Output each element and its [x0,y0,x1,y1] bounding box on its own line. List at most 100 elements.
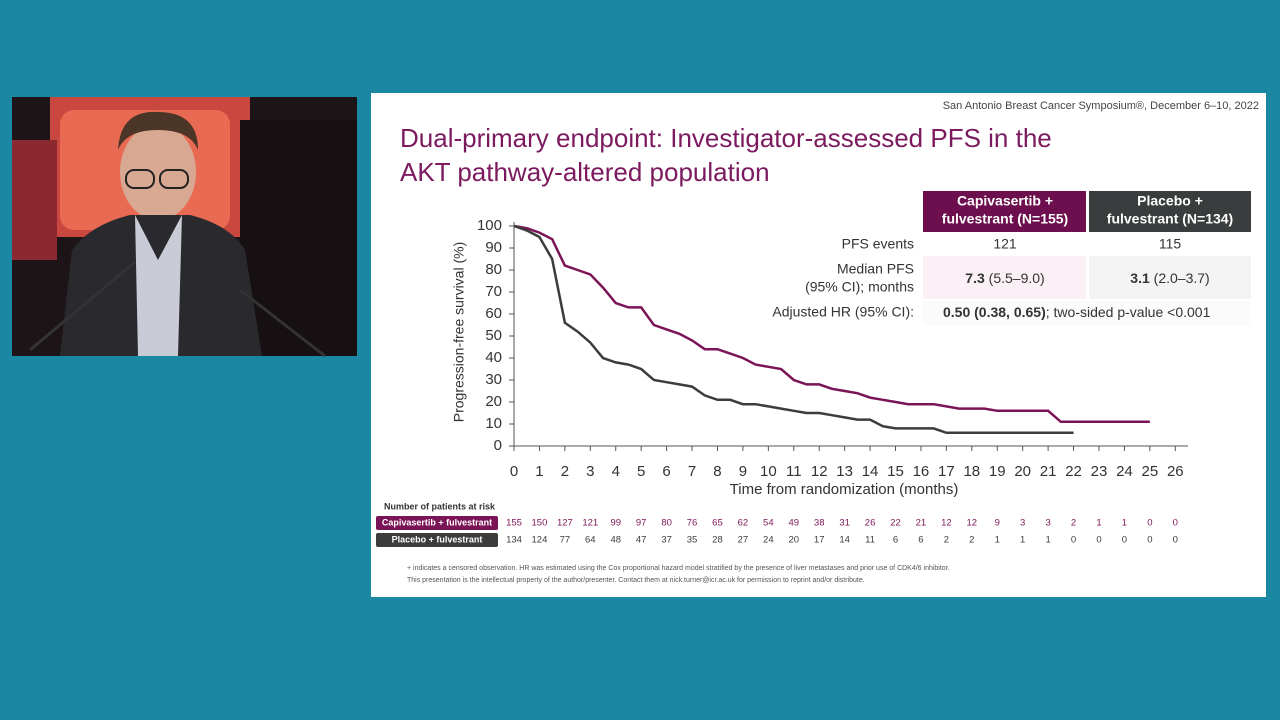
risk-count: 12 [967,518,978,529]
risk-count: 97 [636,518,647,529]
y-tick-label: 20 [485,393,502,410]
header-text: Capivasertib + [957,193,1053,209]
risk-label-box [376,533,498,547]
risk-label: Placebo + fulvestrant [392,534,483,544]
risk-count: 0 [1173,518,1178,529]
risk-count: 124 [532,535,548,546]
cell-bg [1089,256,1251,299]
y-tick-label: 100 [477,217,502,234]
row-label: (95% CI); months [805,279,914,295]
risk-count: 0 [1071,535,1076,546]
risk-count: 37 [661,535,672,546]
footnote: This presentation is the intellectual pr… [407,577,865,584]
risk-count: 76 [687,518,698,529]
risk-count: 64 [585,535,596,546]
risk-count: 134 [506,535,522,546]
risk-count: 9 [995,518,1000,529]
cell-bg [923,301,1251,326]
x-tick-label: 16 [913,463,930,480]
x-tick-label: 6 [662,463,670,480]
y-tick-label: 10 [485,415,502,432]
y-tick-label: 80 [485,261,502,278]
risk-count: 0 [1122,535,1127,546]
risk-count: 150 [532,518,548,529]
header-text: Placebo + [1137,193,1203,209]
x-tick-label: 21 [1040,463,1057,480]
y-tick-label: 90 [485,239,502,256]
risk-count: 77 [560,535,571,546]
risk-count: 0 [1147,535,1152,546]
risk-count: 31 [839,518,850,529]
risk-count: 2 [944,535,949,546]
y-tick-label: 60 [485,305,502,322]
risk-count: 1 [1045,535,1050,546]
y-tick-label: 30 [485,371,502,388]
risk-count: 3 [1020,518,1025,529]
risk-count: 0 [1096,535,1101,546]
y-tick-label: 40 [485,349,502,366]
risk-count: 99 [610,518,621,529]
cell-value: 0.50 (0.38, 0.65); two-sided p-value <0.… [943,304,1211,320]
risk-count: 49 [788,518,799,529]
risk-count: 27 [738,535,749,546]
survival-curve [513,224,1150,424]
y-tick-label: 0 [494,437,502,454]
bold-value: 7.3 [965,270,985,286]
row-label: Adjusted HR (95% CI): [772,304,914,320]
slide-title: AKT pathway-altered population [400,157,770,187]
risk-count: 2 [1071,518,1076,529]
cell-value: 7.3 (5.5–9.0) [965,270,1044,286]
bold-value: 3.1 [1130,270,1150,286]
risk-count: 6 [893,535,898,546]
x-tick-label: 4 [612,463,620,480]
risk-title: Number of patients at risk [384,501,496,511]
x-tick-label: 11 [786,463,802,480]
risk-label-box [376,516,498,530]
x-tick-label: 9 [739,463,747,480]
y-tick-label: 70 [485,283,502,300]
risk-label: Capivasertib + fulvestrant [382,517,492,527]
risk-count: 2 [969,535,974,546]
risk-count: 26 [865,518,876,529]
risk-count: 12 [941,518,952,529]
x-tick-label: 2 [561,463,569,480]
header-cell [923,191,1086,232]
risk-count: 17 [814,535,825,546]
risk-count: 65 [712,518,723,529]
cell-value: 3.1 (2.0–3.7) [1130,270,1209,286]
cell-bg [923,256,1086,299]
x-tick-label: 19 [989,463,1006,480]
risk-count: 24 [763,535,774,546]
slide [371,93,1266,597]
x-tick-label: 13 [836,463,853,480]
ci: (5.5–9.0) [989,270,1045,286]
x-tick-label: 15 [887,463,904,480]
risk-count: 38 [814,518,825,529]
cell-value: 115 [1159,236,1182,252]
x-tick-label: 8 [713,463,721,480]
x-tick-label: 10 [760,463,777,480]
row-label: Median PFS [837,261,914,277]
slide-title: Dual-primary endpoint: Investigator-asse… [400,123,1052,153]
x-tick-label: 20 [1014,463,1031,480]
header-text: fulvestrant (N=134) [1107,211,1233,227]
y-axis-title: Progression-free survival (%) [451,242,467,423]
risk-count: 0 [1147,518,1152,529]
x-tick-label: 23 [1091,463,1108,480]
x-tick-label: 1 [535,463,543,480]
survival-curve [513,224,1074,435]
risk-count: 35 [687,535,698,546]
risk-count: 54 [763,518,774,529]
risk-count: 20 [788,535,799,546]
risk-count: 1 [995,535,1000,546]
cell-value: 121 [993,236,1017,252]
risk-count: 6 [918,535,923,546]
x-tick-label: 17 [938,463,955,480]
x-tick-label: 24 [1116,463,1133,480]
risk-count: 62 [738,518,749,529]
risk-count: 121 [582,518,598,529]
footnote: + indicates a censored observation. HR w… [407,565,950,572]
row-label: PFS events [842,236,914,252]
risk-count: 155 [506,518,522,529]
bold-value: 0.50 (0.38, 0.65) [943,304,1046,320]
